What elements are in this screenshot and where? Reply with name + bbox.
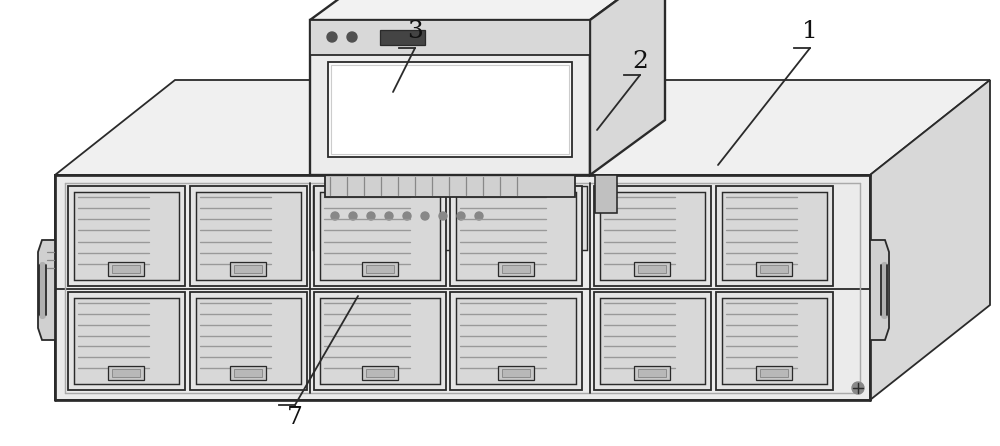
- Bar: [366, 265, 394, 273]
- Bar: [722, 192, 827, 280]
- Bar: [68, 292, 185, 390]
- Bar: [234, 265, 262, 273]
- Bar: [234, 369, 262, 377]
- Bar: [190, 186, 307, 286]
- Bar: [498, 262, 534, 276]
- Bar: [456, 298, 576, 384]
- Circle shape: [439, 212, 447, 220]
- Bar: [55, 175, 870, 400]
- Circle shape: [457, 212, 465, 220]
- Bar: [108, 366, 144, 380]
- Polygon shape: [590, 0, 665, 175]
- Polygon shape: [310, 20, 590, 175]
- Bar: [328, 62, 572, 157]
- Bar: [760, 265, 788, 273]
- Bar: [716, 186, 833, 286]
- Circle shape: [367, 212, 375, 220]
- Circle shape: [347, 32, 357, 42]
- Bar: [502, 369, 530, 377]
- Polygon shape: [38, 240, 55, 340]
- Bar: [369, 196, 383, 204]
- Bar: [634, 262, 670, 276]
- Circle shape: [403, 212, 411, 220]
- Polygon shape: [55, 80, 990, 175]
- Bar: [196, 298, 301, 384]
- Polygon shape: [870, 80, 990, 400]
- Bar: [112, 369, 140, 377]
- Polygon shape: [310, 0, 665, 20]
- Bar: [325, 175, 575, 197]
- Bar: [638, 265, 666, 273]
- Bar: [314, 186, 446, 286]
- Bar: [230, 366, 266, 380]
- Bar: [196, 192, 301, 280]
- Text: 7: 7: [287, 406, 303, 429]
- Bar: [325, 196, 339, 204]
- Bar: [756, 366, 792, 380]
- Circle shape: [852, 382, 864, 394]
- Circle shape: [327, 32, 337, 42]
- Text: 2: 2: [632, 50, 648, 74]
- Bar: [502, 265, 530, 273]
- Polygon shape: [55, 175, 870, 400]
- Bar: [362, 262, 398, 276]
- Bar: [366, 369, 394, 377]
- Bar: [756, 262, 792, 276]
- Bar: [594, 186, 711, 286]
- Bar: [638, 369, 666, 377]
- Bar: [68, 186, 185, 286]
- Bar: [108, 262, 144, 276]
- Text: 1: 1: [802, 21, 818, 44]
- Circle shape: [421, 212, 429, 220]
- Bar: [760, 369, 788, 377]
- Bar: [112, 265, 140, 273]
- Bar: [600, 192, 705, 280]
- Bar: [634, 366, 670, 380]
- Bar: [320, 298, 440, 384]
- Circle shape: [349, 212, 357, 220]
- Bar: [600, 298, 705, 384]
- Polygon shape: [870, 240, 889, 340]
- Text: 3: 3: [407, 21, 423, 44]
- Bar: [331, 65, 569, 154]
- Bar: [313, 186, 587, 250]
- Bar: [362, 366, 398, 380]
- Bar: [320, 192, 440, 280]
- Circle shape: [475, 212, 483, 220]
- Bar: [594, 292, 711, 390]
- Bar: [347, 196, 361, 204]
- Bar: [310, 20, 590, 55]
- Bar: [498, 366, 534, 380]
- Bar: [456, 192, 576, 280]
- Circle shape: [331, 212, 339, 220]
- Bar: [380, 30, 425, 45]
- Bar: [716, 292, 833, 390]
- Bar: [314, 292, 446, 390]
- Bar: [74, 192, 179, 280]
- Bar: [450, 292, 582, 390]
- Bar: [230, 262, 266, 276]
- Bar: [74, 298, 179, 384]
- Bar: [450, 186, 582, 286]
- Circle shape: [385, 212, 393, 220]
- Bar: [722, 298, 827, 384]
- Bar: [595, 175, 617, 213]
- Bar: [190, 292, 307, 390]
